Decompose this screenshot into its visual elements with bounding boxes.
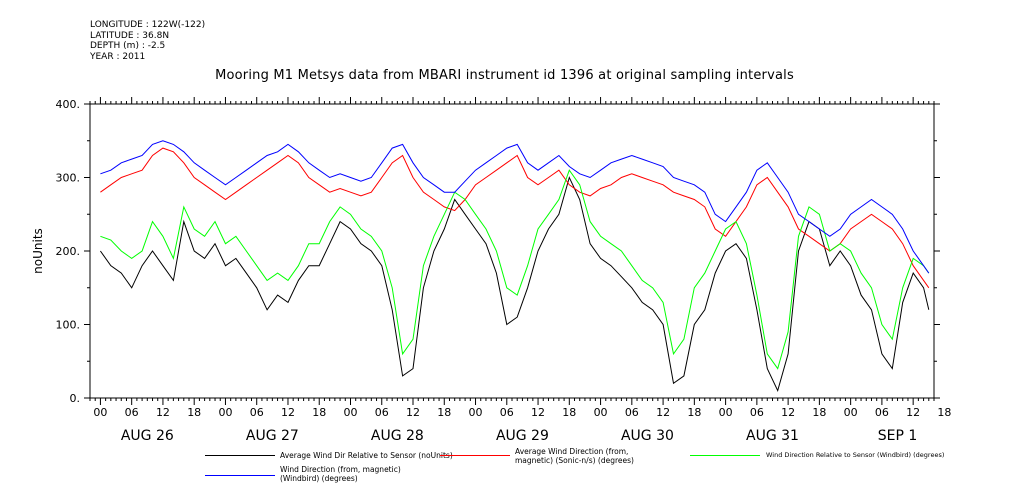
x-tick-label: 06 <box>875 406 889 419</box>
latitude-label: LATITUDE : 36.8N <box>90 30 170 41</box>
y-tick-label: 0. <box>70 392 81 405</box>
x-tick-label: 06 <box>625 406 639 419</box>
x-tick-label: 00 <box>343 406 357 419</box>
x-date-label: AUG 26 <box>121 428 174 444</box>
x-date-label: AUG 28 <box>371 428 424 444</box>
x-tick-label: 12 <box>656 406 670 419</box>
x-tick-label: 18 <box>812 406 826 419</box>
x-date-label: AUG 31 <box>746 428 799 444</box>
x-tick-label: 18 <box>312 406 326 419</box>
x-tick-label: 12 <box>781 406 795 419</box>
plot-frame <box>89 103 935 399</box>
x-tick-label: 18 <box>187 406 201 419</box>
y-tick-label: 400. <box>56 98 81 111</box>
y-axis-label: noUnits <box>31 228 45 274</box>
x-tick-label: 18 <box>687 406 701 419</box>
x-tick-label: 00 <box>844 406 858 419</box>
legend-swatch-1 <box>440 455 510 456</box>
legend-label-3: Wind Direction (from, magnetic) (Windbir… <box>280 465 401 483</box>
series-line-2 <box>100 169 930 370</box>
x-tick-label: 06 <box>125 406 139 419</box>
x-tick-label: 12 <box>156 406 170 419</box>
legend-swatch-2 <box>690 455 760 456</box>
legend-swatch-0 <box>205 455 275 456</box>
x-tick-label: 06 <box>375 406 389 419</box>
series-line-1 <box>100 147 930 289</box>
longitude-label: LONGITUDE : 122W(-122) <box>90 20 206 30</box>
legend-label-2: Wind Direction Relative to Sensor (Windb… <box>766 451 945 459</box>
y-tick-label: 200. <box>56 245 81 258</box>
series-line-3 <box>100 140 930 274</box>
x-tick-label: 00 <box>469 406 483 419</box>
year-label: YEAR : 2011 <box>90 51 146 62</box>
x-tick-label: 12 <box>531 406 545 419</box>
depth-label: DEPTH (m) : -2.5 <box>90 41 166 51</box>
x-tick-label: 00 <box>93 406 107 419</box>
x-tick-label: 12 <box>281 406 295 419</box>
x-date-label: AUG 29 <box>496 428 549 444</box>
x-date-label: AUG 30 <box>621 428 674 444</box>
x-tick-label: 12 <box>406 406 420 419</box>
x-tick-label: 00 <box>218 406 232 419</box>
legend-label-0: Average Wind Dir Relative to Sensor (noU… <box>280 451 453 460</box>
legend-label-1: Average Wind Direction (from, magnetic) … <box>515 447 634 465</box>
legend-swatch-3 <box>205 475 275 476</box>
x-date-label: AUG 27 <box>246 428 299 444</box>
chart-title: Mooring M1 Metsys data from MBARI instru… <box>215 68 794 83</box>
y-tick-label: 100. <box>56 319 81 332</box>
y-tick-label: 300. <box>56 172 81 185</box>
series-line-0 <box>99 176 930 393</box>
x-tick-label: 00 <box>719 406 733 419</box>
x-tick-label: 06 <box>750 406 764 419</box>
x-tick-label: 00 <box>594 406 608 419</box>
x-tick-label: 18 <box>937 406 951 419</box>
metadata-block: LONGITUDE : 122W(-122) LATITUDE : 36.8N … <box>90 20 205 62</box>
x-date-label: SEP 1 <box>878 428 918 444</box>
x-tick-label: 06 <box>500 406 514 419</box>
x-tick-label: 18 <box>562 406 576 419</box>
x-tick-label: 12 <box>906 406 920 419</box>
x-tick-label: 06 <box>250 406 264 419</box>
x-tick-label: 18 <box>437 406 451 419</box>
